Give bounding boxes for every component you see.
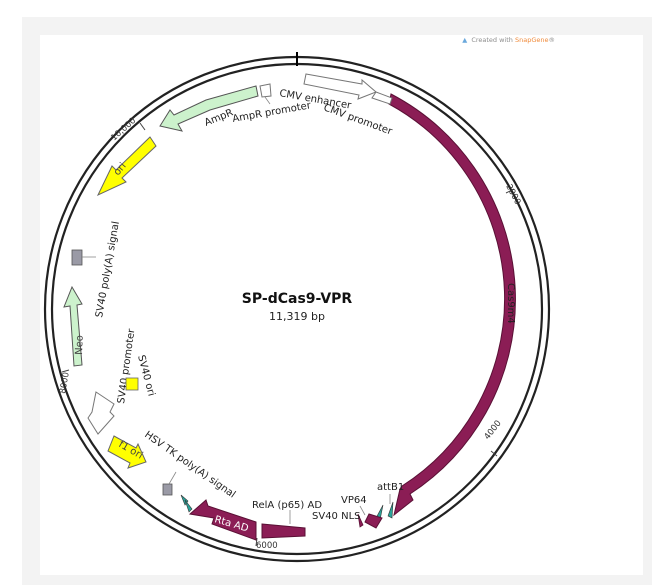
cas9-seam-1	[512, 354, 523, 358]
tick-label-10000: 10,000	[109, 116, 138, 143]
vp64-label: VP64	[341, 495, 367, 506]
linker-feature-4[interactable]	[387, 501, 394, 519]
ampr-promoter-leader	[264, 96, 271, 105]
rta-ad-feature[interactable]	[188, 499, 257, 541]
cas9-label: Cas9m4	[505, 283, 516, 324]
credit-brand: SnapGene	[514, 36, 549, 44]
tick-2000	[505, 188, 515, 194]
hsv-tk-label: HSV TK poly(A) signal	[142, 429, 237, 500]
sv40-promoter-feature[interactable]	[87, 391, 115, 435]
ampr-promoter-feature[interactable]	[259, 83, 272, 98]
f1-ori-feature[interactable]	[107, 435, 147, 469]
plasmid-name: SP-dCas9-VPR	[242, 291, 353, 307]
plasmid-size: 11,319 bp	[269, 310, 325, 323]
ori-feature[interactable]	[96, 136, 157, 197]
attb1-label: attB1	[377, 482, 404, 493]
sv40-ori-label: SV40 ori	[135, 354, 157, 398]
linker-feature-2[interactable]	[184, 499, 193, 513]
tick-4000	[490, 450, 498, 457]
credit-prefix: Created with	[471, 36, 513, 44]
tick-6000	[255, 537, 258, 547]
backbone-inner-ring	[50, 62, 544, 556]
sv40-promoter-label: SV40 promoter	[116, 327, 138, 404]
snapgene-credit: ▲ Created with SnapGene®	[462, 36, 555, 44]
cmv-promoter-feature[interactable]	[371, 91, 393, 105]
tick-label-8000: 8000	[58, 371, 72, 394]
neo-label: Neo	[74, 335, 86, 355]
tick-label-6000: 6000	[256, 541, 278, 551]
sv40-ori-feature[interactable]	[125, 377, 139, 391]
ampr-promoter-label: AmpR promoter	[232, 100, 313, 125]
tick-8000	[61, 369, 70, 373]
sv40-nls-feature[interactable]	[357, 513, 364, 528]
hsv-tk-feature[interactable]	[162, 483, 173, 496]
hsv-tk-leader	[168, 471, 177, 485]
tick-10000	[139, 122, 146, 131]
ampr-feature[interactable]	[159, 85, 259, 132]
sv40-nls-label: SV40 NLS	[312, 511, 361, 522]
vp64-feature[interactable]	[364, 513, 383, 529]
sv40-polya-feature[interactable]	[71, 249, 83, 266]
cas9-seam-2	[511, 363, 522, 367]
credit-mark: ®	[548, 36, 556, 44]
tick-label-2000: 2000	[503, 183, 522, 207]
cmv-enhancer-feature[interactable]	[303, 73, 377, 100]
sv40-polya-label: SV40 poly(A) signal	[94, 220, 122, 318]
snapgene-logo-icon: ▲	[462, 36, 468, 44]
vp64-leader	[359, 505, 366, 516]
rela-ad-feature[interactable]	[261, 523, 306, 539]
tick-label-4000: 4000	[482, 419, 503, 442]
cmv-promoter-label: CMV promoter	[322, 102, 394, 137]
neo-feature[interactable]	[63, 285, 83, 367]
rela-label: RelA (p65) AD	[252, 500, 322, 511]
cas9m4-feature[interactable]	[388, 93, 516, 517]
